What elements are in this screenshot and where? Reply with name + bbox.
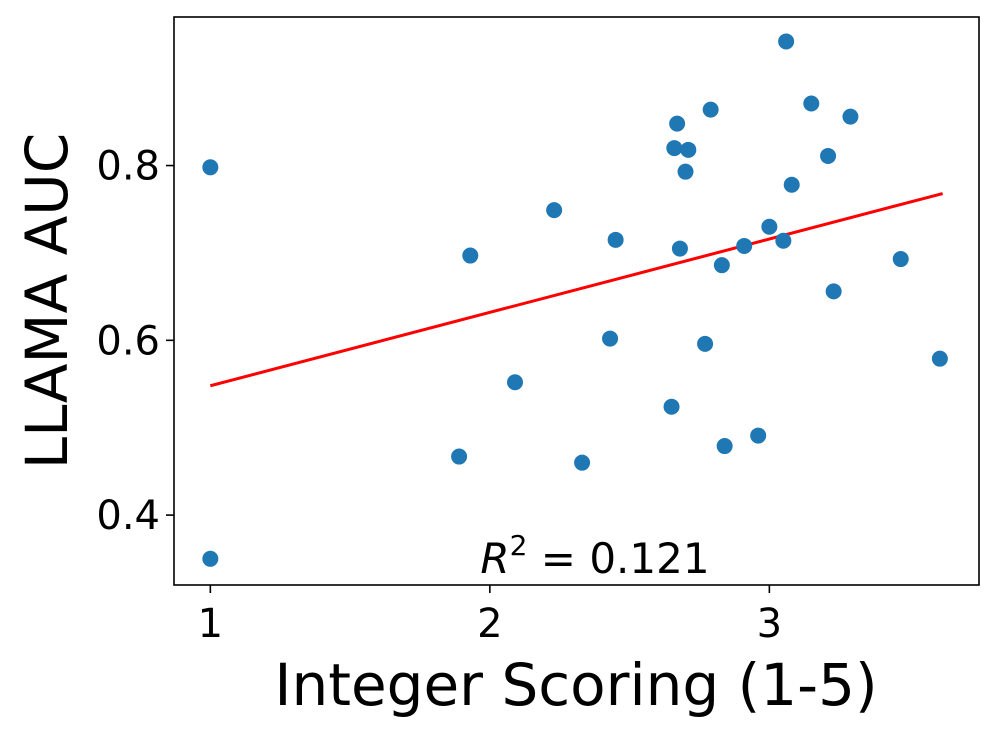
r-symbol: R	[480, 534, 509, 583]
x-tick-label: 3	[757, 601, 782, 647]
data-point	[736, 237, 753, 254]
y-axis-ticks: 0.4 0.6 0.8	[96, 144, 174, 539]
data-point	[702, 101, 719, 118]
y-axis-label: LLAMA AUC	[13, 133, 81, 469]
plot-frame	[173, 16, 980, 586]
x-axis-label: Integer Scoring (1-5)	[274, 651, 877, 719]
r-superscript: 2	[510, 529, 528, 562]
fit-line-layer	[209, 192, 944, 388]
data-point	[931, 350, 948, 367]
data-point	[680, 141, 697, 158]
data-point	[697, 335, 714, 352]
r-value: = 0.121	[527, 534, 709, 583]
data-point	[803, 95, 820, 112]
data-point	[783, 176, 800, 193]
data-point	[202, 159, 219, 176]
data-point	[663, 398, 680, 415]
data-point	[507, 374, 524, 391]
plot-area	[174, 17, 979, 585]
data-point	[574, 454, 591, 471]
regression-line	[209, 192, 944, 388]
data-point	[750, 427, 767, 444]
data-point	[546, 202, 563, 219]
data-point	[713, 257, 730, 274]
data-point	[677, 163, 694, 180]
data-point	[202, 550, 219, 567]
data-point	[892, 251, 909, 268]
y-tick-label: 0.4	[96, 493, 160, 539]
data-point	[775, 232, 792, 249]
y-tick-label: 0.6	[96, 318, 160, 364]
points-layer	[202, 33, 948, 567]
data-point	[761, 218, 778, 235]
data-point	[669, 115, 686, 132]
data-point	[842, 108, 859, 125]
x-tick-label: 2	[477, 601, 502, 647]
data-point	[671, 240, 688, 257]
x-tick-label: 1	[198, 601, 223, 647]
data-point	[666, 140, 683, 157]
y-tick-label: 0.8	[96, 144, 160, 190]
data-point	[607, 231, 624, 248]
data-point	[820, 147, 837, 164]
data-point	[716, 438, 733, 455]
data-point	[462, 247, 479, 264]
data-point	[825, 283, 842, 300]
data-point	[602, 330, 619, 347]
data-point	[778, 33, 795, 50]
x-axis-ticks: 1 2 3	[198, 585, 782, 647]
data-point	[451, 448, 468, 465]
r-squared-annotation: R2 = 0.121	[480, 529, 709, 583]
